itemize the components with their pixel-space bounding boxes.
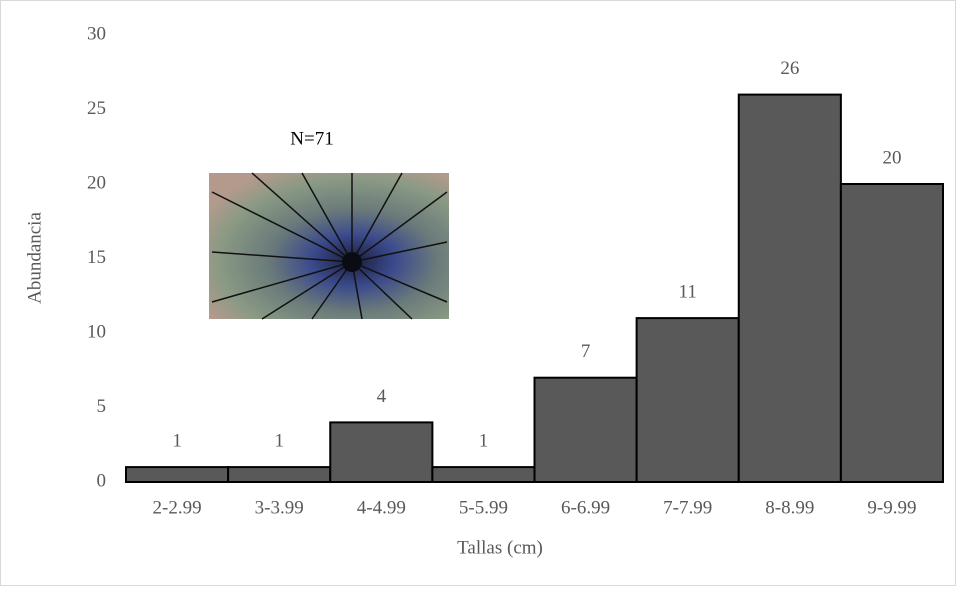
y-tick-label: 0	[97, 470, 107, 491]
bar	[228, 467, 330, 482]
value-label: 11	[679, 281, 697, 302]
x-axis-title: Tallas (cm)	[457, 537, 543, 558]
y-axis-title: Abundancia	[24, 212, 45, 304]
value-label: 1	[172, 430, 182, 451]
y-tick-label: 20	[87, 172, 106, 193]
x-tick-label: 8-8.99	[765, 497, 814, 518]
x-tick-label: 5-5.99	[459, 497, 508, 518]
y-tick-label: 5	[97, 396, 107, 417]
y-tick-label: 25	[87, 98, 106, 119]
bar	[432, 467, 534, 482]
x-tick-label: 6-6.99	[561, 497, 610, 518]
bar	[637, 318, 739, 482]
x-tick-label: 3-3.99	[255, 497, 304, 518]
bar	[841, 184, 943, 482]
x-tick-label: 2-2.99	[153, 497, 202, 518]
bar	[535, 378, 637, 482]
bar	[330, 422, 432, 482]
annotation: N=71	[290, 128, 333, 149]
value-label: 1	[274, 430, 284, 451]
y-tick-label: 30	[87, 23, 106, 44]
bar	[126, 467, 228, 482]
photo	[209, 173, 449, 319]
y-tick-label: 10	[87, 321, 106, 342]
value-label: 4	[377, 386, 387, 407]
value-label: 7	[581, 341, 591, 362]
y-tick-label: 15	[87, 247, 106, 268]
value-label: 26	[780, 58, 799, 79]
value-label: 1	[479, 430, 489, 451]
bar	[739, 95, 841, 482]
chart: N=71 Tallas (cm) Abundancia 0 5 10 15 20 25 30…	[0, 0, 961, 592]
x-tick-label: 7-7.99	[663, 497, 712, 518]
x-tick-label: 9-9.99	[867, 497, 916, 518]
value-label: 20	[882, 147, 901, 168]
x-tick-label: 4-4.99	[357, 497, 406, 518]
